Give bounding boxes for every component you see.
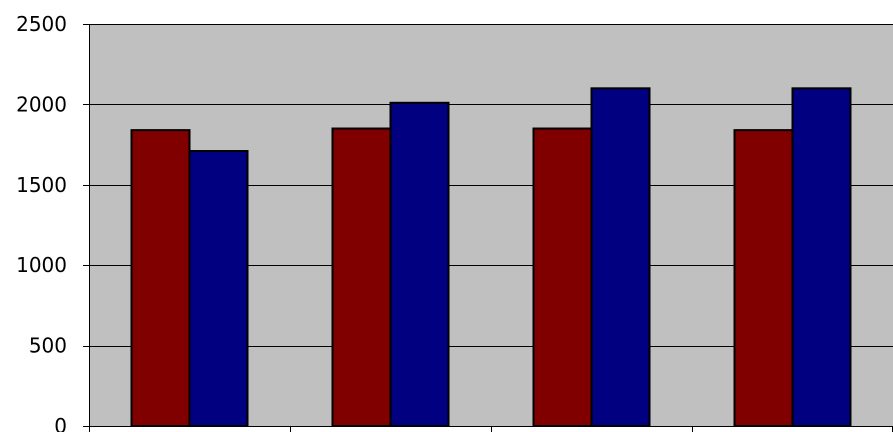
bar <box>389 101 450 428</box>
bar <box>130 129 191 428</box>
y-tick-label: 2000 <box>16 92 67 116</box>
y-tick-label: 500 <box>29 334 67 358</box>
bar <box>331 127 392 428</box>
bar <box>590 87 651 427</box>
bar <box>188 150 249 427</box>
bar <box>791 87 852 427</box>
y-tick-label: 1000 <box>16 253 67 277</box>
bar <box>532 127 593 428</box>
bar <box>733 129 794 428</box>
y-tick-label: 0 <box>54 414 67 432</box>
y-tick-label: 2500 <box>16 12 67 36</box>
y-tick-label: 1500 <box>16 173 67 197</box>
